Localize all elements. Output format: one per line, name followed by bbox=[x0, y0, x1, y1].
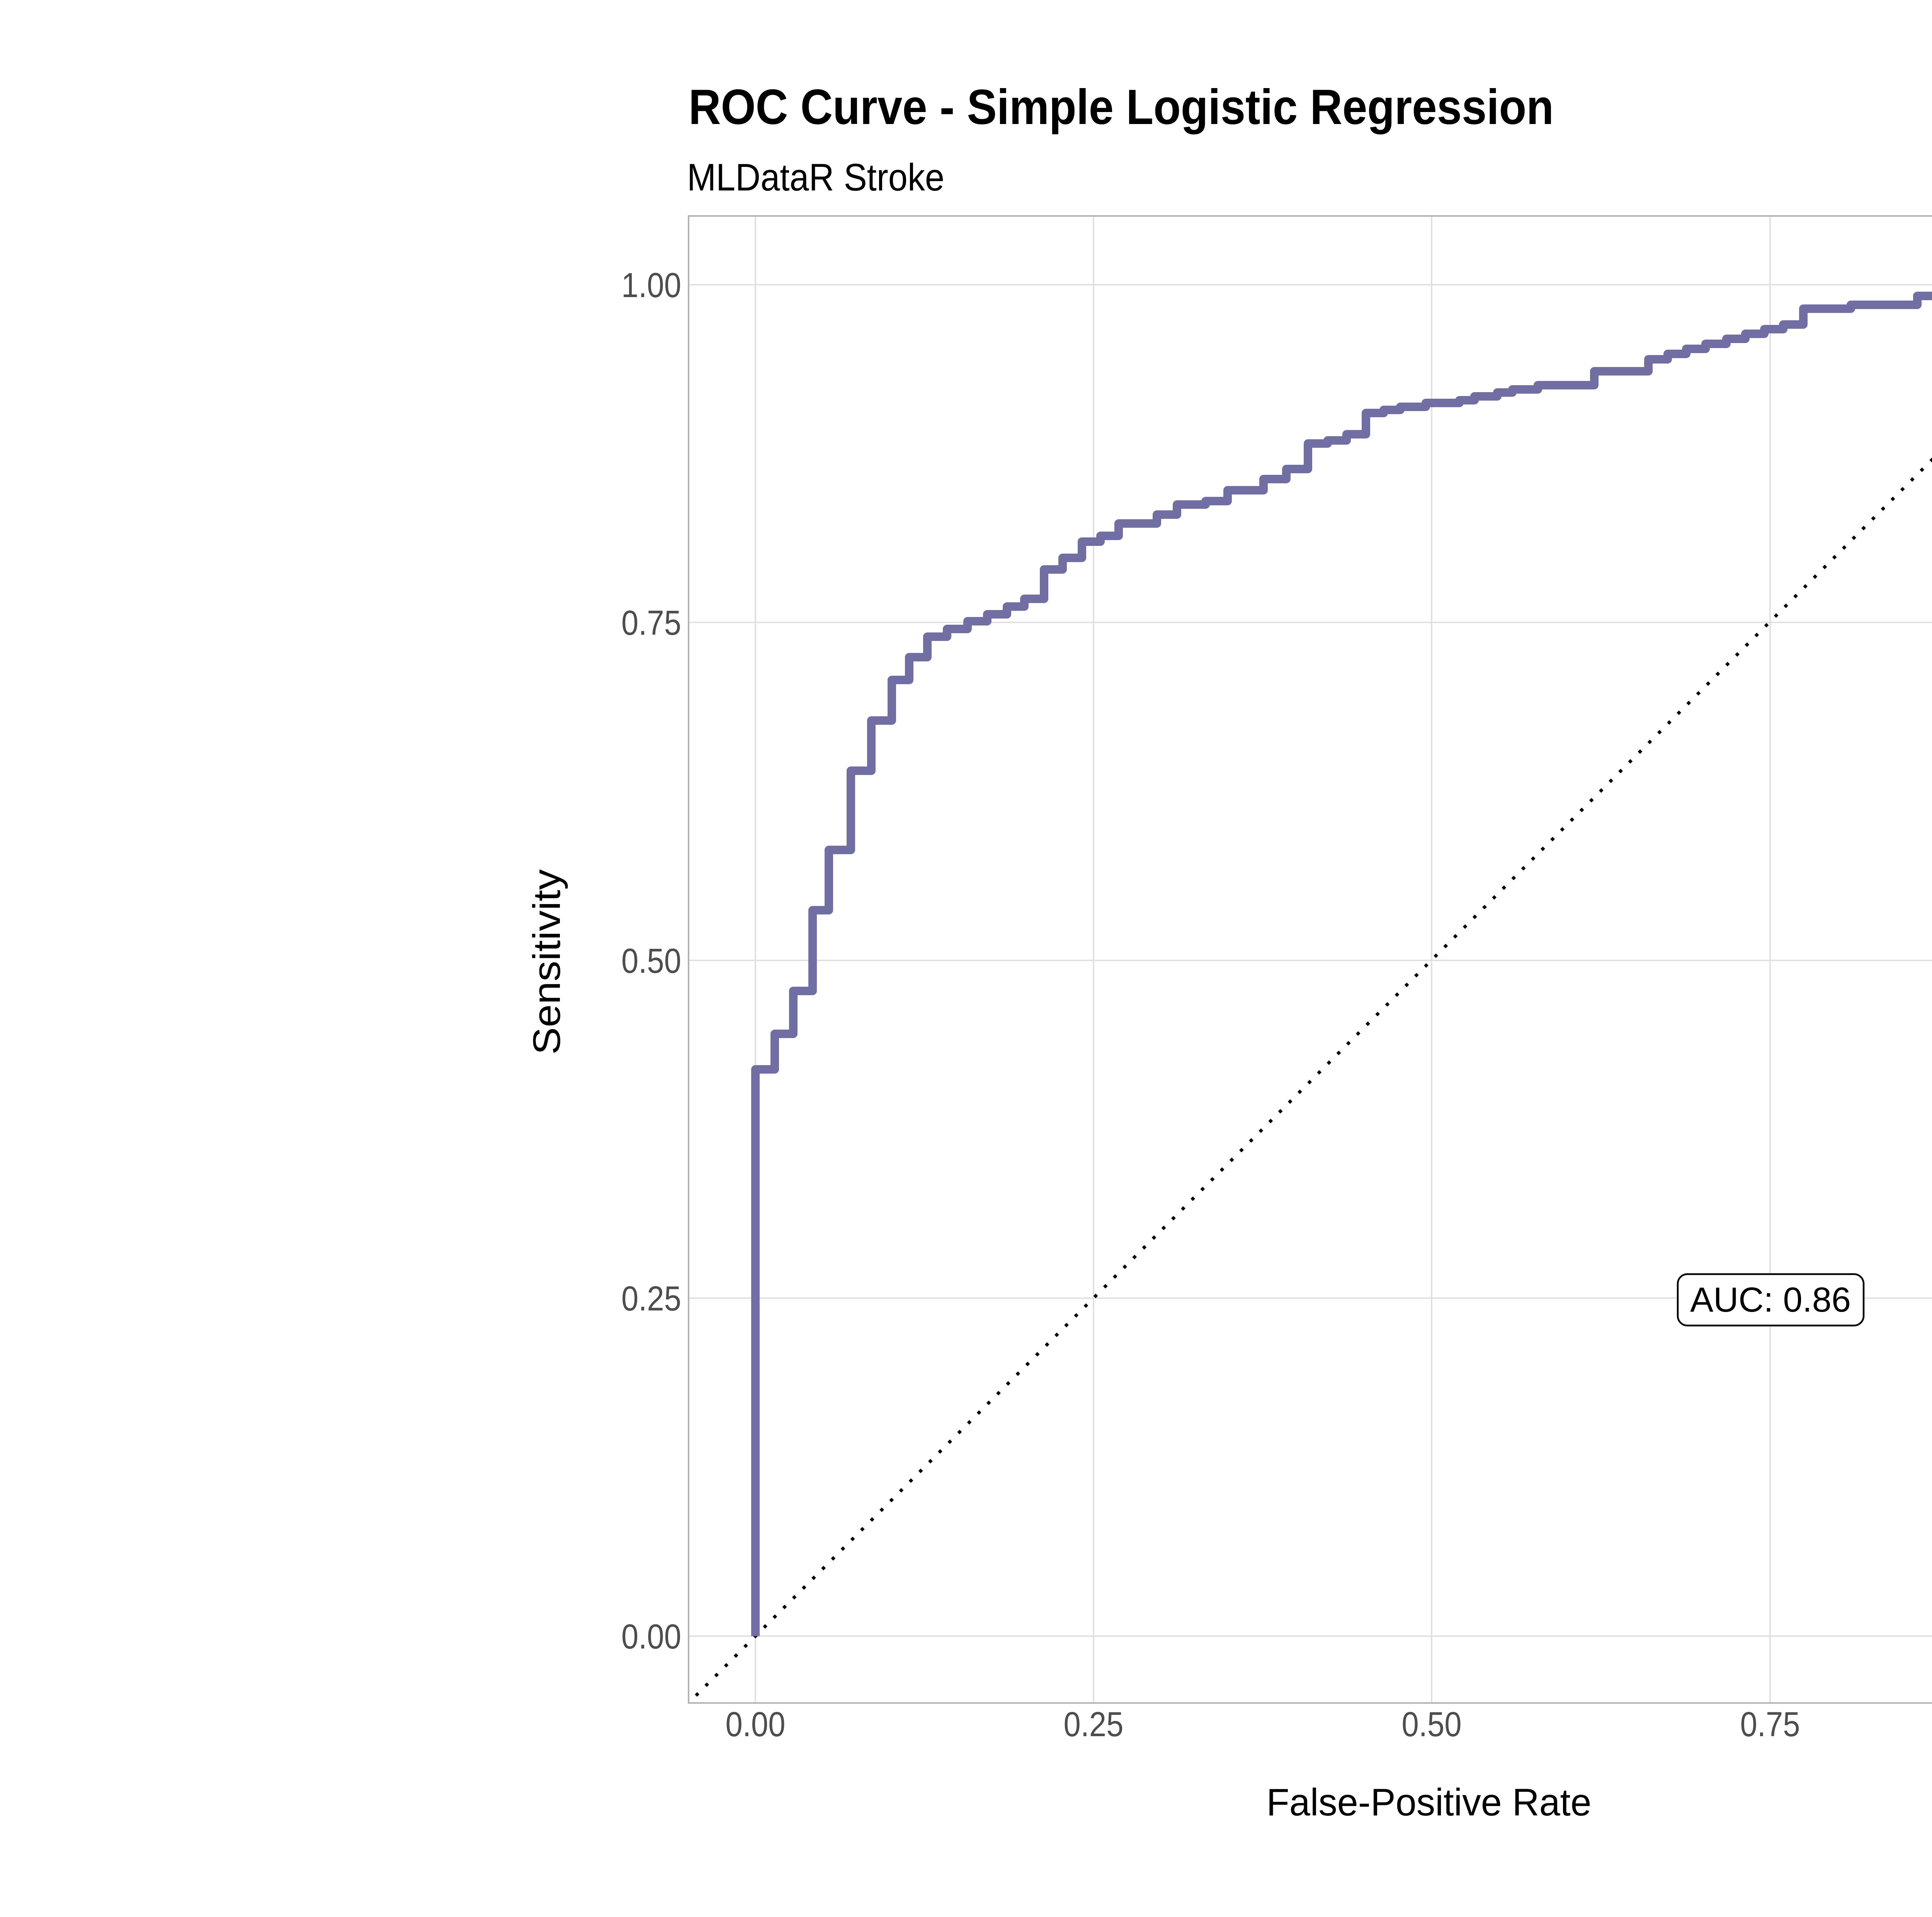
svg-text:0.00: 0.00 bbox=[726, 1705, 786, 1744]
svg-text:0.00: 0.00 bbox=[621, 1618, 681, 1656]
svg-text:0.25: 0.25 bbox=[621, 1280, 681, 1318]
svg-text:AUC: 0.86: AUC: 0.86 bbox=[1690, 1281, 1851, 1319]
svg-text:MLDataR Stroke: MLDataR Stroke bbox=[687, 156, 944, 199]
svg-text:0.75: 0.75 bbox=[1740, 1705, 1800, 1744]
svg-text:1.00: 1.00 bbox=[621, 266, 681, 305]
svg-text:0.50: 0.50 bbox=[1402, 1705, 1462, 1744]
svg-text:False-Positive Rate: False-Positive Rate bbox=[1267, 1781, 1592, 1824]
svg-text:ROC Curve - Simple Logistic Re: ROC Curve - Simple Logistic Regression bbox=[689, 80, 1554, 135]
svg-text:0.50: 0.50 bbox=[621, 942, 681, 981]
svg-text:0.25: 0.25 bbox=[1064, 1705, 1124, 1744]
svg-text:0.75: 0.75 bbox=[621, 604, 681, 642]
svg-text:Sensitivity: Sensitivity bbox=[525, 869, 568, 1055]
